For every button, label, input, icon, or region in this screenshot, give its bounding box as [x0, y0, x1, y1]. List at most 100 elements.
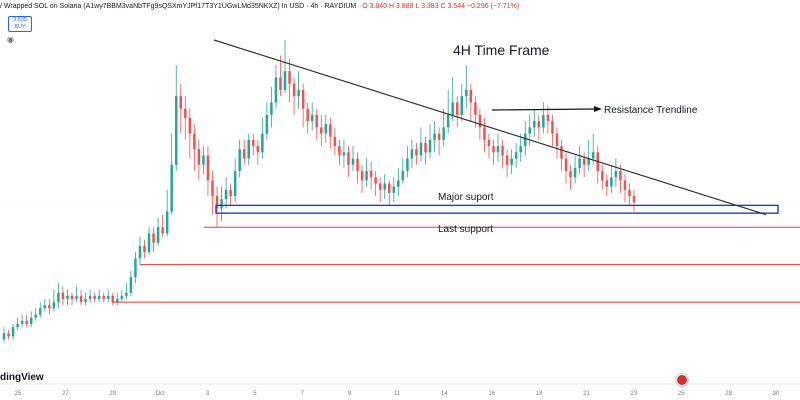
candle-body: [57, 292, 60, 303]
x-tick-label: 30: [773, 391, 780, 397]
candle-body: [66, 295, 69, 299]
candle: [455, 96, 459, 128]
candle: [365, 158, 368, 187]
candle: [383, 174, 386, 200]
candle: [401, 158, 405, 184]
candle-body: [48, 305, 51, 309]
candle: [324, 114, 328, 143]
candle: [242, 139, 246, 165]
candle: [97, 289, 101, 303]
candle-body: [292, 83, 296, 97]
candle: [320, 114, 323, 147]
candle: [88, 289, 92, 303]
candle: [560, 139, 563, 172]
candle: [297, 71, 300, 109]
candle-body: [478, 114, 482, 128]
buy-button[interactable]: 3.535 BUY: [8, 16, 32, 32]
candle: [492, 139, 495, 165]
candle-body: [333, 136, 337, 147]
major-support-box[interactable]: [215, 204, 779, 214]
candle-body: [197, 149, 201, 165]
candle: [351, 146, 355, 172]
candle-body: [410, 149, 414, 159]
candle-body: [560, 146, 563, 159]
candle-body: [7, 333, 10, 337]
candle-body: [165, 211, 169, 234]
candle-body: [442, 127, 445, 140]
candle-body: [116, 298, 119, 303]
candle-body: [25, 320, 28, 324]
candle-body: [578, 158, 581, 168]
candle: [233, 158, 237, 203]
candle-body: [43, 305, 47, 309]
candle-body: [610, 177, 613, 187]
candle-body: [415, 149, 418, 156]
candle-body: [424, 142, 427, 153]
candle-body: [88, 295, 92, 299]
candle-body: [605, 180, 609, 187]
candle-body: [301, 89, 305, 109]
candle-body: [147, 233, 151, 253]
candle: [446, 89, 450, 134]
buy-price: 3.535: [13, 17, 27, 23]
candle: [252, 133, 255, 156]
candle-body: [492, 146, 495, 153]
candle: [165, 189, 169, 237]
candle-body: [469, 89, 473, 103]
x-tick-label: 18: [536, 391, 543, 397]
candle: [310, 102, 314, 131]
candle: [283, 40, 287, 94]
candle-body: [365, 171, 368, 181]
candle-body: [93, 295, 96, 299]
candle: [247, 133, 250, 165]
candle: [2, 327, 6, 343]
resistance-trendline[interactable]: [213, 39, 767, 216]
candle: [292, 77, 296, 115]
candle: [306, 102, 309, 134]
candle-body: [20, 320, 24, 324]
candle-body: [465, 89, 468, 97]
brand-logo-text: dingView: [0, 372, 44, 383]
candle: [496, 133, 500, 162]
candle-body: [274, 77, 278, 103]
candle-body: [288, 71, 291, 84]
candle: [106, 289, 110, 303]
candle: [193, 124, 196, 172]
candle-body: [338, 146, 341, 156]
candle-body: [70, 295, 74, 299]
candle-body: [39, 308, 42, 315]
candle: [238, 139, 241, 178]
candle-body: [233, 171, 237, 196]
candle: [582, 152, 586, 178]
us-flag-icon[interactable]: [676, 374, 688, 386]
candle-body: [542, 114, 545, 128]
candle-body: [247, 139, 250, 159]
candle: [374, 171, 377, 196]
candle: [75, 286, 78, 303]
candle-body: [34, 314, 37, 318]
candle: [301, 83, 305, 128]
candle-body: [329, 124, 332, 137]
candle: [70, 292, 74, 306]
candle: [628, 183, 631, 206]
candle: [623, 174, 627, 203]
candle: [7, 330, 10, 340]
candle-body: [215, 196, 219, 209]
symbol-title: / Wrapped SOL on Solana (A1wy7BBM3vaNbTF…: [0, 3, 357, 10]
candle-body: [252, 139, 255, 147]
candle-body: [501, 146, 504, 156]
eye-icon[interactable]: ◉: [7, 35, 14, 44]
candle: [224, 177, 228, 209]
candle: [433, 121, 436, 153]
x-tick-label: 25: [678, 391, 685, 397]
candle-body: [97, 295, 101, 299]
candle: [211, 171, 214, 215]
candle: [533, 108, 536, 137]
candle-body: [551, 121, 554, 134]
candle-body: [378, 183, 382, 190]
candle: [256, 139, 260, 165]
candle: [528, 114, 532, 147]
candle-body: [460, 96, 464, 115]
candle-body: [61, 292, 65, 299]
